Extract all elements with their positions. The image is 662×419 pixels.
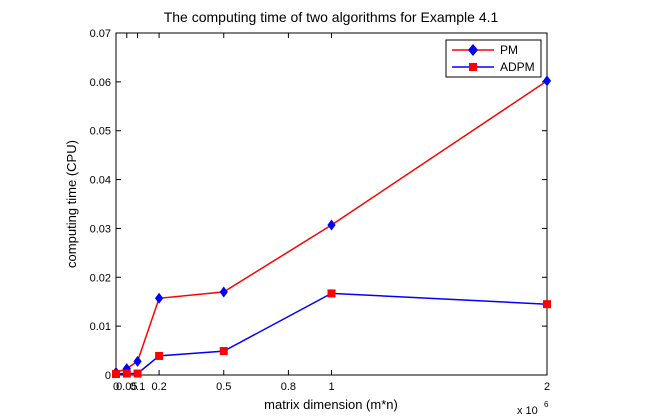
y-tick-label: 0.02 [90, 272, 111, 284]
x-tick-label: 0.2 [151, 381, 166, 393]
x-multiplier-base: x 10 [517, 405, 538, 417]
data-point-adpm [155, 351, 164, 360]
data-point-pm [154, 292, 164, 304]
y-axis-label: computing time (CPU) [64, 140, 79, 268]
chart-title: The computing time of two algorithms for… [164, 9, 499, 25]
y-tick-label: 0.04 [90, 175, 111, 187]
legend: PM ADPM [445, 39, 542, 78]
x-axis-multiplier: x 10 6 [517, 400, 549, 417]
x-axis-label: matrix dimension (m*n) [264, 397, 398, 412]
data-point-pm [542, 75, 552, 87]
x-tick-label: 0.1 [130, 381, 145, 393]
plot-area [115, 32, 548, 376]
x-tick-label: 0.8 [281, 381, 296, 393]
series-layer [111, 75, 552, 379]
data-point-pm [133, 355, 142, 367]
y-tick-label: 0.01 [90, 321, 111, 333]
legend-marker-pm [468, 44, 478, 56]
x-tick-label: 2 [544, 381, 550, 393]
legend-box [445, 39, 542, 78]
x-tick-label: 0 [113, 381, 119, 393]
x-tick-label: 1 [328, 381, 334, 393]
legend-label-pm: PM [500, 43, 518, 57]
data-point-adpm [543, 300, 551, 309]
data-point-adpm [219, 347, 228, 356]
data-point-pm [327, 219, 336, 231]
data-point-pm [219, 286, 228, 298]
legend-marker-adpm [469, 63, 477, 71]
y-tick-label: 0.05 [90, 126, 111, 138]
data-point-adpm [133, 369, 142, 378]
data-point-adpm [112, 370, 120, 379]
x-tick-label: 0.5 [216, 381, 231, 393]
data-point-adpm [327, 289, 336, 298]
y-tick-label: 0.07 [90, 28, 111, 40]
y-tick-label: 0 [105, 370, 111, 382]
x-multiplier-exponent: 6 [544, 400, 549, 409]
data-point-adpm [122, 369, 131, 378]
legend-label-adpm: ADPM [500, 60, 535, 74]
y-axis-ticks: 0 0.01 0.02 0.03 0.04 0.05 0.06 0.07 [90, 28, 547, 382]
y-tick-label: 0.06 [90, 77, 111, 89]
y-tick-label: 0.03 [90, 223, 111, 235]
x-tick-label: 0.05 [116, 381, 137, 393]
